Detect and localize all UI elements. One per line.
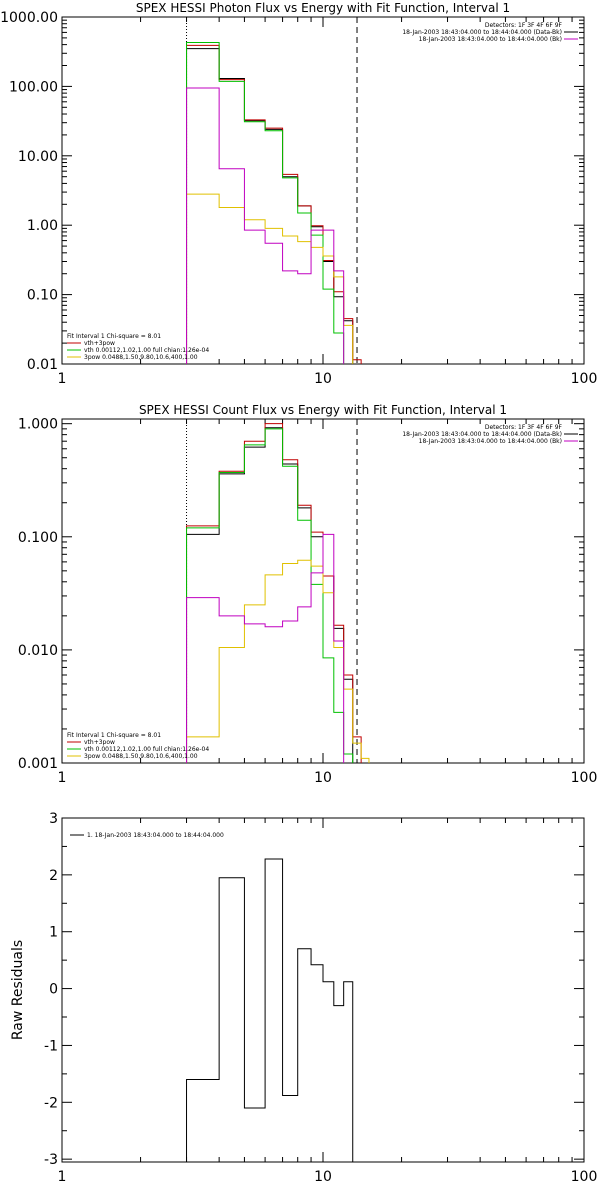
x-tick-label: 100 [571, 770, 598, 786]
y-tick-label: 100.00 [9, 79, 58, 95]
series-line [186, 428, 354, 763]
x-tick-label: 10 [314, 770, 332, 786]
legend-text: Detectors: 1F 3F 4F 6F 9F [485, 22, 563, 29]
legend-text: 3pow 0.0488,1.50,9.80,10.6,400,1.00 [84, 354, 198, 361]
y-tick-label: 2 [49, 868, 58, 884]
x-tick-label: 10 [314, 1169, 332, 1185]
legend-text: 1. 18-Jan-2003 18:43:04.000 to 18:44:04.… [87, 832, 224, 839]
series-line [186, 193, 354, 364]
y-tick-label: 0.10 [27, 288, 58, 304]
legend-text: vth+3pow [84, 739, 115, 746]
plot-frame [61, 817, 585, 1163]
legend-text: Fit Interval 1 Chi-square = 8.01 [67, 732, 161, 739]
legend-text: Detectors: 1F 3F 4F 6F 9F [485, 424, 563, 431]
y-tick-label: 0.001 [18, 756, 58, 772]
y-tick-label: 0 [49, 982, 58, 998]
legend-text: Fit Interval 1 Chi-square = 8.01 [67, 333, 161, 340]
legend-text: 18-Jan-2003 18:43:04.000 to 18:44:04.000… [402, 29, 562, 36]
series-line [186, 858, 354, 1162]
x-tick-label: 1 [58, 770, 67, 786]
series-line [186, 41, 345, 364]
chart-title: SPEX HESSI Count Flux vs Energy with Fit… [139, 403, 507, 417]
y-tick-label: 3 [49, 811, 58, 827]
photon-flux-panel: SPEX HESSI Photon Flux vs Energy with Fi… [0, 1, 597, 387]
legend-text: vth+3pow [84, 340, 115, 347]
y-tick-label: -3 [44, 1152, 58, 1168]
x-tick-label: 1 [58, 371, 67, 387]
y-tick-label: 0.100 [18, 530, 58, 546]
series-line [186, 533, 345, 763]
series-line [186, 48, 354, 364]
legend-text: 3pow 0.0488,1.50,9.80,10.6,400,1.00 [84, 753, 198, 760]
chart-title: SPEX HESSI Photon Flux vs Energy with Fi… [136, 1, 510, 15]
y-tick-label: 1 [49, 925, 58, 941]
series-line [186, 87, 345, 364]
x-tick-label: 100 [571, 371, 598, 387]
y-tick-label: 1.00 [27, 218, 58, 234]
y-tick-label: -1 [44, 1038, 58, 1054]
legend-text: vth 0.00112,1.02,1.00 full chian:1.26e-0… [84, 746, 209, 753]
series-line [186, 44, 362, 364]
y-tick-label: 1.000 [18, 417, 58, 433]
series-line [186, 427, 354, 763]
legend-text: 18-Jan-2003 18:43:04.000 to 18:44:04.000… [419, 36, 562, 43]
series-line [186, 559, 370, 763]
plot-frame [61, 16, 585, 365]
y-tick-label: 0.010 [18, 643, 58, 659]
y-axis-label: Raw Residuals [10, 940, 26, 1040]
legend-text: vth 0.00112,1.02,1.00 full chian:1.26e-0… [84, 347, 209, 354]
count-flux-panel: SPEX HESSI Count Flux vs Energy with Fit… [18, 403, 598, 786]
legend-text: 18-Jan-2003 18:43:04.000 to 18:44:04.000… [402, 431, 562, 438]
x-tick-label: 100 [571, 1169, 598, 1185]
legend-text: 18-Jan-2003 18:43:04.000 to 18:44:04.000… [419, 438, 562, 445]
series-line [186, 423, 362, 763]
x-tick-label: 10 [314, 371, 332, 387]
y-tick-label: 1000.00 [0, 10, 58, 26]
y-tick-label: 10.00 [18, 149, 58, 165]
y-tick-label: 0.01 [27, 357, 58, 373]
x-tick-label: 1 [58, 1169, 67, 1185]
y-tick-label: -2 [44, 1095, 58, 1111]
